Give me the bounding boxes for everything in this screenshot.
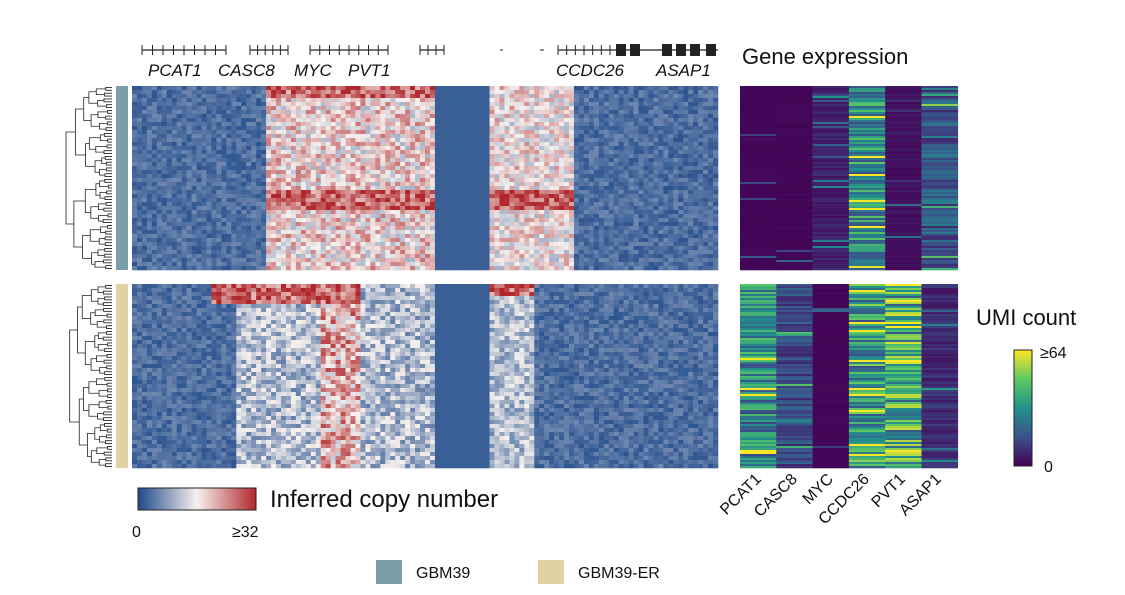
copy-number-heatmap-gbm39 <box>132 86 719 271</box>
legend-swatch-gbm39 <box>376 560 402 584</box>
expression-x-ticks: PCAT1 CASC8 MYC CCDC26 PVT1 ASAP1 <box>717 471 945 528</box>
legend-label-gbm39: GBM39 <box>416 565 470 582</box>
copy-number-min-label: 0 <box>132 524 141 541</box>
umi-min-label: 0 <box>1044 459 1053 476</box>
expression-title: Gene expression <box>742 44 908 69</box>
genomic-track <box>141 44 718 56</box>
umi-colorbar <box>1013 349 1033 467</box>
group-strip-gbm39-er <box>116 284 128 468</box>
track-label-asap1: ASAP1 <box>655 61 711 80</box>
copy-number-heatmap-gbm39-er <box>132 284 719 469</box>
dendrogram-gbm39 <box>65 87 112 269</box>
umi-colorbar-label: UMI count <box>976 305 1076 330</box>
copy-number-colorbar <box>137 487 257 511</box>
track-label-casc8: CASC8 <box>218 61 275 80</box>
track-label-ccdc26: CCDC26 <box>556 61 625 80</box>
group-strip-gbm39 <box>116 86 128 270</box>
legend-swatch-gbm39-er <box>538 560 564 584</box>
legend-label-gbm39-er: GBM39-ER <box>578 565 660 582</box>
track-label-pvt1: PVT1 <box>348 61 391 80</box>
track-label-myc: MYC <box>294 61 333 80</box>
dendrogram-gbm39-er <box>69 285 112 467</box>
expression-heatmap-gbm39 <box>740 86 959 271</box>
expression-heatmap-gbm39-er <box>740 284 959 469</box>
copy-number-colorbar-label: Inferred copy number <box>270 486 498 513</box>
umi-max-label: ≥64 <box>1040 345 1067 362</box>
track-label-pcat1: PCAT1 <box>148 61 202 80</box>
copy-number-max-label: ≥32 <box>232 524 259 541</box>
